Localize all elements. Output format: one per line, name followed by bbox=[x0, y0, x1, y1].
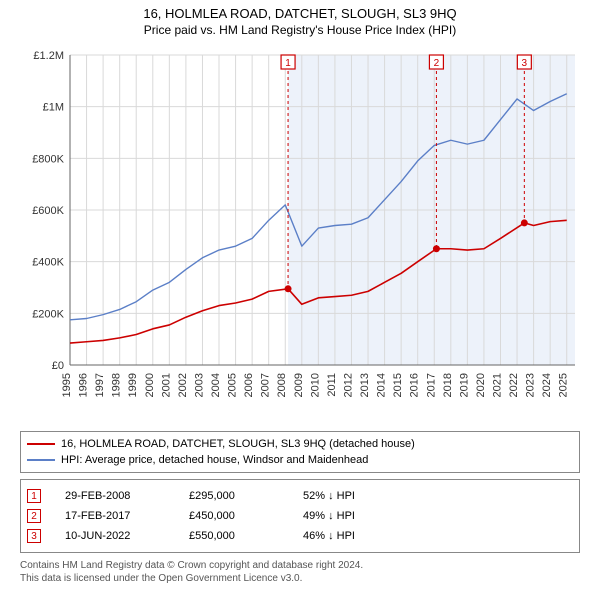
line-chart: £0 £200K £400K £600K £800K £1M £1.2M 1995 1996 19… bbox=[20, 45, 580, 425]
svg-text:1: 1 bbox=[285, 58, 291, 69]
svg-text:2: 2 bbox=[434, 58, 440, 69]
footer-line: Contains HM Land Registry data © Crown c… bbox=[20, 559, 580, 572]
svg-text:2013: 2013 bbox=[359, 373, 371, 397]
chart-title: 16, HOLMLEA ROAD, DATCHET, SLOUGH, SL3 9… bbox=[0, 6, 600, 21]
svg-text:2020: 2020 bbox=[475, 373, 487, 397]
svg-text:2019: 2019 bbox=[458, 373, 470, 397]
sale-price: £295,000 bbox=[189, 490, 279, 502]
svg-text:2007: 2007 bbox=[260, 373, 272, 397]
svg-text:2009: 2009 bbox=[293, 373, 305, 397]
svg-text:2022: 2022 bbox=[508, 373, 520, 397]
sale-date: 17-FEB-2017 bbox=[65, 510, 165, 522]
svg-text:2000: 2000 bbox=[144, 373, 156, 397]
svg-text:1997: 1997 bbox=[94, 373, 106, 397]
svg-text:2011: 2011 bbox=[326, 373, 338, 397]
svg-text:2012: 2012 bbox=[342, 373, 354, 397]
svg-text:2001: 2001 bbox=[160, 373, 172, 397]
svg-text:2005: 2005 bbox=[227, 373, 239, 397]
legend-swatch bbox=[27, 443, 55, 445]
svg-text:2021: 2021 bbox=[491, 373, 503, 397]
svg-text:2010: 2010 bbox=[309, 373, 321, 397]
table-row: 2 17-FEB-2017 £450,000 49% ↓ HPI bbox=[27, 506, 573, 526]
svg-text:2016: 2016 bbox=[409, 373, 421, 397]
svg-text:1995: 1995 bbox=[61, 373, 73, 397]
legend-box: 16, HOLMLEA ROAD, DATCHET, SLOUGH, SL3 9… bbox=[20, 431, 580, 473]
svg-text:1996: 1996 bbox=[78, 373, 90, 397]
sale-price: £450,000 bbox=[189, 510, 279, 522]
svg-text:2004: 2004 bbox=[210, 373, 222, 397]
svg-text:£1M: £1M bbox=[43, 102, 64, 114]
svg-text:£1.2M: £1.2M bbox=[33, 50, 64, 62]
sale-badge: 1 bbox=[27, 489, 41, 503]
svg-text:2018: 2018 bbox=[442, 373, 454, 397]
svg-text:2006: 2006 bbox=[243, 373, 255, 397]
chart-titles: 16, HOLMLEA ROAD, DATCHET, SLOUGH, SL3 9… bbox=[0, 0, 600, 37]
legend-label: HPI: Average price, detached house, Wind… bbox=[61, 454, 368, 466]
legend-item: 16, HOLMLEA ROAD, DATCHET, SLOUGH, SL3 9… bbox=[27, 436, 573, 452]
table-row: 1 29-FEB-2008 £295,000 52% ↓ HPI bbox=[27, 486, 573, 506]
svg-text:2025: 2025 bbox=[558, 373, 570, 397]
svg-text:1998: 1998 bbox=[111, 373, 123, 397]
sale-date: 10-JUN-2022 bbox=[65, 530, 165, 542]
sale-pct: 52% ↓ HPI bbox=[303, 490, 393, 502]
sale-pct: 46% ↓ HPI bbox=[303, 530, 393, 542]
table-row: 3 10-JUN-2022 £550,000 46% ↓ HPI bbox=[27, 526, 573, 546]
legend-label: 16, HOLMLEA ROAD, DATCHET, SLOUGH, SL3 9… bbox=[61, 438, 415, 450]
sale-badge: 2 bbox=[27, 509, 41, 523]
svg-text:2017: 2017 bbox=[425, 373, 437, 397]
legend-item: HPI: Average price, detached house, Wind… bbox=[27, 452, 573, 468]
svg-text:1999: 1999 bbox=[127, 373, 139, 397]
svg-text:£200K: £200K bbox=[32, 308, 64, 320]
footer-line: This data is licensed under the Open Gov… bbox=[20, 572, 580, 585]
svg-text:2003: 2003 bbox=[193, 373, 205, 397]
svg-text:£600K: £600K bbox=[32, 205, 64, 217]
sale-pct: 49% ↓ HPI bbox=[303, 510, 393, 522]
svg-text:2015: 2015 bbox=[392, 373, 404, 397]
legend-swatch bbox=[27, 459, 55, 461]
svg-text:£0: £0 bbox=[52, 360, 64, 372]
chart-subtitle: Price paid vs. HM Land Registry's House … bbox=[0, 23, 600, 37]
svg-text:£400K: £400K bbox=[32, 257, 64, 269]
svg-text:2014: 2014 bbox=[376, 373, 388, 397]
svg-text:2024: 2024 bbox=[541, 373, 553, 397]
svg-text:2002: 2002 bbox=[177, 373, 189, 397]
svg-text:2023: 2023 bbox=[525, 373, 537, 397]
svg-text:3: 3 bbox=[522, 58, 528, 69]
chart-area: £0 £200K £400K £600K £800K £1M £1.2M 1995 1996 19… bbox=[20, 45, 580, 425]
sale-badge: 3 bbox=[27, 529, 41, 543]
footer-attribution: Contains HM Land Registry data © Crown c… bbox=[20, 559, 580, 585]
sales-table: 1 29-FEB-2008 £295,000 52% ↓ HPI 2 17-FE… bbox=[20, 479, 580, 553]
sale-price: £550,000 bbox=[189, 530, 279, 542]
sale-date: 29-FEB-2008 bbox=[65, 490, 165, 502]
svg-text:2008: 2008 bbox=[276, 373, 288, 397]
svg-text:£800K: £800K bbox=[32, 153, 64, 165]
